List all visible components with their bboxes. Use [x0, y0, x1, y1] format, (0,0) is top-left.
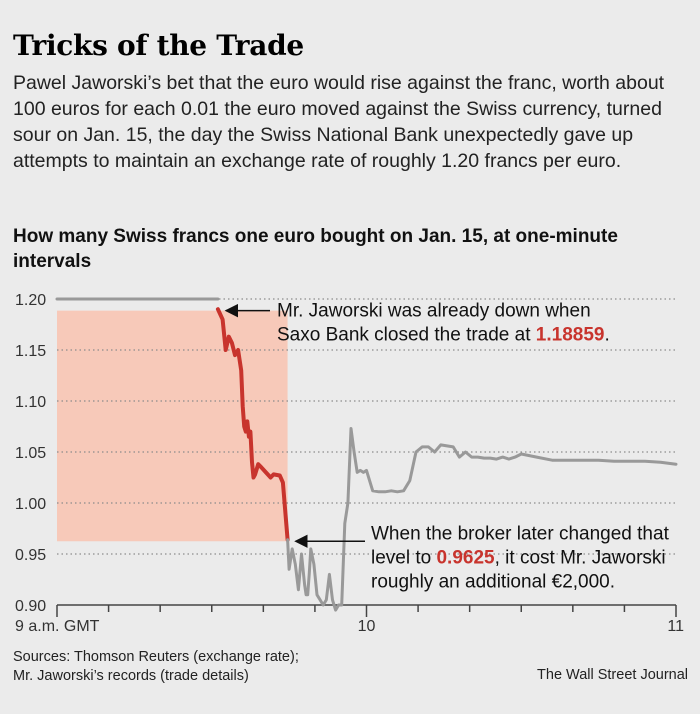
annotation-trade-closed-line-2: Saxo Bank closed the trade at 1.18859.	[277, 325, 610, 346]
y-tick-label: 0.95	[15, 547, 46, 564]
intro-text: Pawel Jaworski’s bet that the euro would…	[13, 72, 665, 172]
series-lines	[55, 297, 678, 612]
series-line-2	[215, 307, 290, 542]
exchange-rate-chart: 1.20 1.15 1.10 1.05 1.00 0.95 0.90 9 a.m. GMT 10…	[15, 292, 684, 635]
y-tick-label: 1.10	[15, 394, 46, 411]
chart-title: Tricks of the Trade	[13, 29, 304, 62]
annotation-level-changed-line-2: level to 0.9625, it cost Mr. Jaworski	[371, 547, 666, 568]
annotations: Mr. Jaworski was already down when Saxo B…	[224, 301, 670, 592]
annotation-value-0.9625: 0.9625	[436, 547, 495, 568]
y-tick-label: 1.00	[15, 496, 46, 513]
credit-line: The Wall Street Journal	[537, 667, 688, 683]
sources-line-1: Sources: Thomson Reuters (exchange rate)…	[13, 649, 299, 665]
loss-highlight-region	[57, 310, 288, 542]
y-tick-label: 1.05	[15, 445, 46, 462]
sources-line-2: Mr. Jaworski’s records (trade details)	[13, 668, 249, 684]
annotation-value-1.18859: 1.18859	[536, 325, 605, 346]
x-tick-label: 10	[358, 618, 376, 635]
y-tick-label: 0.90	[15, 598, 46, 615]
annotation-trade-closed-line-1: Mr. Jaworski was already down when	[277, 301, 591, 322]
sources-note: Sources: Thomson Reuters (exchange rate)…	[13, 648, 299, 686]
chart-subtitle: How many Swiss francs one euro bought on…	[13, 226, 618, 272]
annotation-level-changed-line-1: When the broker later changed that	[371, 523, 670, 544]
highlight-layer	[57, 310, 288, 542]
x-tick-label: 9 a.m. GMT	[15, 618, 100, 635]
x-tick-label: 11	[667, 618, 684, 635]
axes: 1.20 1.15 1.10 1.05 1.00 0.95 0.90 9 a.m. GMT 10…	[15, 292, 684, 635]
series-line-3	[286, 427, 678, 612]
annotation-level-changed-line-3: roughly an additional €2,000.	[371, 571, 615, 592]
y-tick-label: 1.15	[15, 343, 46, 360]
y-tick-label: 1.20	[15, 292, 46, 309]
